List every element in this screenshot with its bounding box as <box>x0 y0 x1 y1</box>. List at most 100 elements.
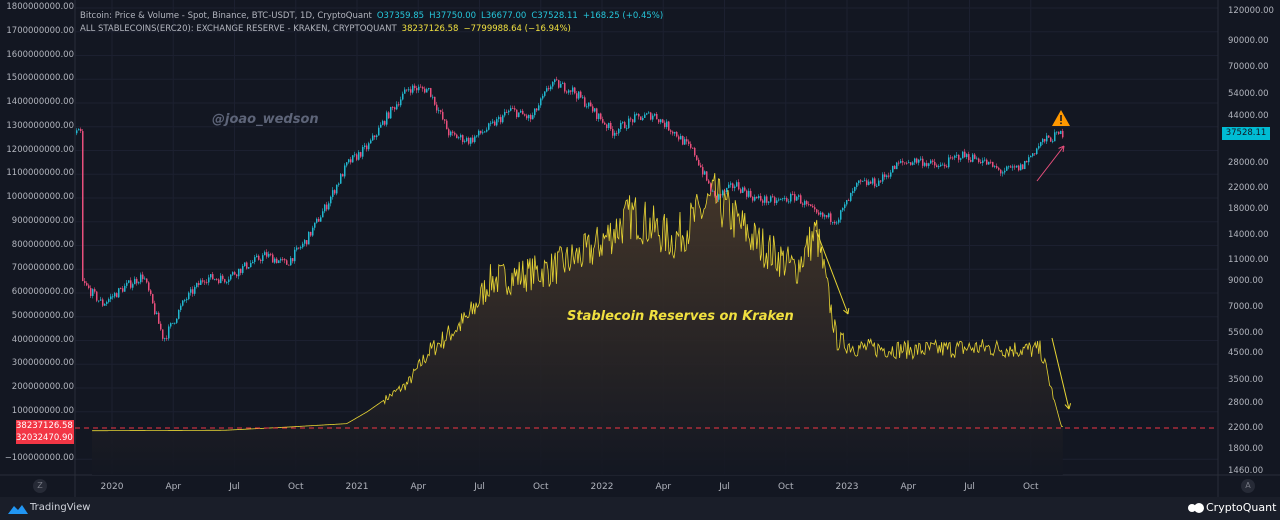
price-candle <box>784 198 786 199</box>
time-axis-tick: Oct <box>777 482 794 492</box>
price-candle <box>914 158 916 163</box>
price-candle <box>902 161 904 163</box>
price-candle <box>164 338 166 339</box>
price-candle <box>714 190 716 196</box>
left-axis-tick: 1700000000.00 <box>6 25 74 36</box>
price-candle <box>236 274 238 277</box>
price-candle <box>518 112 520 118</box>
left-axis-tick: 1800000000.00 <box>6 2 74 12</box>
price-candle <box>1012 166 1014 168</box>
price-candle <box>478 130 480 136</box>
price-candle <box>178 309 180 319</box>
price-candle <box>430 88 432 97</box>
decline-arrow-2023-head <box>1064 403 1072 410</box>
price-candle <box>858 180 860 184</box>
price-candle <box>1044 139 1046 142</box>
right-axis-tick: 4500.00 <box>1228 348 1264 359</box>
price-candle <box>558 80 560 88</box>
reserve-change: −7799988.64 (−16.94%) <box>463 24 571 34</box>
price-candle <box>374 135 376 138</box>
price-candle <box>946 166 948 168</box>
price-candle <box>776 200 778 204</box>
price-candle <box>532 115 534 120</box>
left-axis-tick: 1200000000.00 <box>6 144 74 155</box>
price-candle <box>590 102 592 107</box>
change-value: +168.25 (+0.45%) <box>582 11 664 21</box>
right-axis-tick: 44000.00 <box>1228 110 1269 121</box>
plot-area[interactable] <box>0 0 1280 497</box>
price-candle <box>120 288 122 290</box>
watermark: @joao_wedson <box>212 112 319 127</box>
price-candle <box>426 89 428 93</box>
price-candle <box>948 157 950 168</box>
price-candle <box>694 147 696 156</box>
price-candle <box>618 129 620 134</box>
price-candle <box>770 196 772 202</box>
price-candle <box>610 122 612 129</box>
price-candle <box>404 89 406 94</box>
price-candle <box>366 145 368 150</box>
close-value: C37528.11 <box>531 11 578 21</box>
price-candle <box>828 213 830 218</box>
price-candle <box>582 97 584 99</box>
price-candle <box>166 338 168 339</box>
right-axis-tick: 18000.00 <box>1228 203 1269 214</box>
price-candle <box>392 107 394 108</box>
price-candle <box>644 114 646 118</box>
left-axis-tick: 700000000.00 <box>11 263 74 274</box>
price-candle <box>620 122 622 130</box>
tradingview-brand[interactable]: TradingView <box>30 502 91 513</box>
price-candle <box>320 217 322 222</box>
price-candle <box>874 178 876 187</box>
price-candle <box>864 180 866 182</box>
right-axis-tick: 11000.00 <box>1228 255 1269 266</box>
price-candle <box>798 195 800 197</box>
price-candle <box>916 158 918 163</box>
auto-scale-button[interactable]: A <box>1241 479 1255 493</box>
price-candle <box>882 174 884 182</box>
price-candle <box>228 279 230 283</box>
price-candle <box>976 158 978 160</box>
price-candle <box>444 119 446 121</box>
price-candle <box>810 204 812 207</box>
price-candle <box>410 89 412 93</box>
price-candle <box>876 185 878 187</box>
price-candle <box>886 175 888 177</box>
price-candle <box>952 157 954 159</box>
price-candle <box>384 121 386 125</box>
price-candle <box>168 326 170 339</box>
price-candle <box>240 268 242 273</box>
price-candle <box>708 180 710 184</box>
price-candle <box>116 293 118 298</box>
price-candle <box>604 122 606 125</box>
high-value: H37750.00 <box>429 11 477 21</box>
price-candle <box>232 272 234 275</box>
left-axis-tick: 600000000.00 <box>11 287 74 297</box>
price-candle <box>480 130 482 134</box>
price-candle <box>118 288 120 298</box>
price-candle <box>842 208 844 211</box>
price-candle <box>150 290 152 295</box>
price-candle <box>724 190 726 192</box>
price-candle <box>752 196 754 201</box>
price-candle <box>186 299 188 301</box>
left-scale-mode-button[interactable]: Z <box>33 479 47 493</box>
price-candle <box>950 157 952 159</box>
price-candle <box>286 260 288 265</box>
price-candle <box>862 180 864 182</box>
price-candle <box>868 181 870 185</box>
price-candle <box>462 135 464 142</box>
price-candle <box>204 281 206 283</box>
price-candle <box>844 204 846 209</box>
price-candle <box>156 312 158 315</box>
price-candle <box>396 104 398 110</box>
price-candle <box>996 166 998 168</box>
time-axis-tick: Jul <box>229 482 240 492</box>
price-candle <box>224 279 226 283</box>
price-candle <box>290 258 292 266</box>
price-candle <box>158 312 160 324</box>
price-candle <box>106 301 108 305</box>
price-candle <box>550 86 552 90</box>
price-candle <box>272 254 274 263</box>
price-candle <box>894 165 896 170</box>
